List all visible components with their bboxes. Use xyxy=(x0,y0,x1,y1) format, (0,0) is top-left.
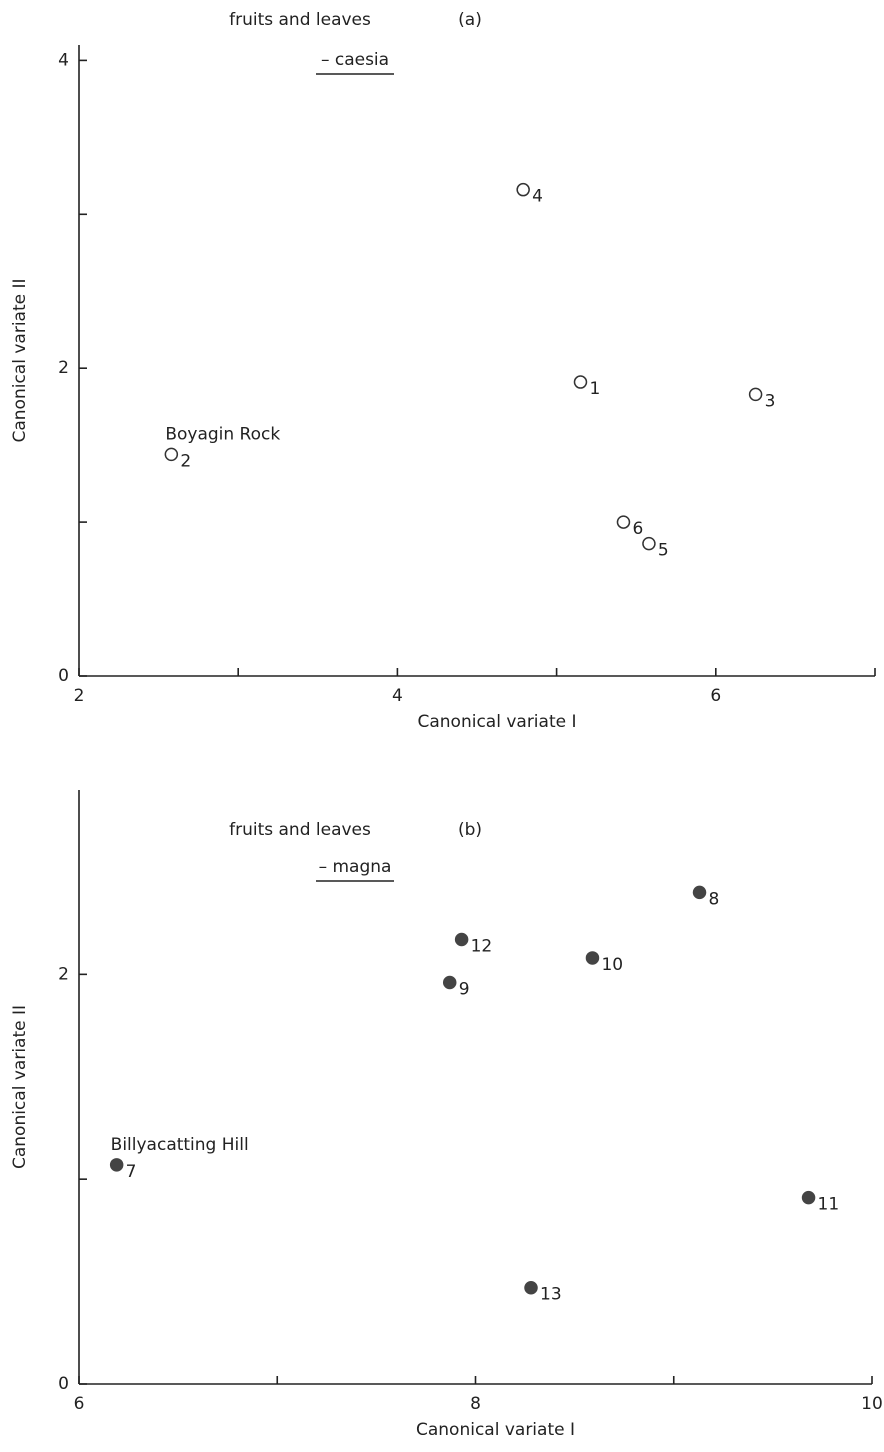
point-label: 10 xyxy=(601,955,623,975)
x-tick-label: 10 xyxy=(861,1394,883,1414)
point-label: 1 xyxy=(589,379,600,399)
x-tick-label: 6 xyxy=(710,686,721,706)
panel-label: (b) xyxy=(458,820,482,840)
x-axis-label: Canonical variate I xyxy=(416,1420,575,1440)
y-tick-label: 0 xyxy=(58,666,69,686)
subtitle: – magna xyxy=(319,857,392,877)
point-label: 8 xyxy=(709,889,720,909)
point-label: 11 xyxy=(818,1195,840,1215)
annotation: Boyagin Rock xyxy=(165,424,280,444)
chart-title: fruits and leaves xyxy=(229,820,371,840)
y-tick-label: 2 xyxy=(58,358,69,378)
point-label: 4 xyxy=(532,187,543,207)
point xyxy=(109,1158,124,1172)
subtitle: – caesia xyxy=(321,50,389,70)
panel-label: (a) xyxy=(458,10,482,30)
point xyxy=(164,447,179,462)
point xyxy=(573,375,588,389)
chart-title: fruits and leaves xyxy=(229,10,371,30)
point-label: 9 xyxy=(459,980,470,1000)
point xyxy=(642,536,656,551)
annotation: Billyacatting Hill xyxy=(111,1135,249,1155)
x-tick-label: 2 xyxy=(74,686,85,706)
point xyxy=(585,951,600,965)
point xyxy=(524,1280,538,1295)
point xyxy=(616,515,631,529)
point-label: 2 xyxy=(180,451,191,471)
point-label: 12 xyxy=(471,937,493,957)
y-tick-label: 2 xyxy=(58,964,69,984)
x-tick-label: 8 xyxy=(470,1394,481,1414)
y-axis-label: Canonical variate II xyxy=(10,1005,30,1169)
point xyxy=(516,182,530,197)
x-axis-label: Canonical variate I xyxy=(417,712,576,732)
point-label: 5 xyxy=(658,541,669,561)
point-label: 7 xyxy=(126,1162,137,1182)
point-label: 3 xyxy=(765,391,776,411)
x-tick-label: 6 xyxy=(74,1394,85,1414)
point xyxy=(748,387,763,402)
point-label: 6 xyxy=(632,519,643,539)
y-tick-label: 0 xyxy=(58,1374,69,1394)
y-tick-label: 4 xyxy=(58,50,69,70)
point xyxy=(454,932,469,947)
point-label: 13 xyxy=(540,1285,562,1305)
point xyxy=(442,975,457,990)
y-axis-label: Canonical variate II xyxy=(10,278,30,442)
point xyxy=(692,885,707,900)
x-tick-label: 4 xyxy=(392,686,403,706)
point xyxy=(801,1190,816,1205)
